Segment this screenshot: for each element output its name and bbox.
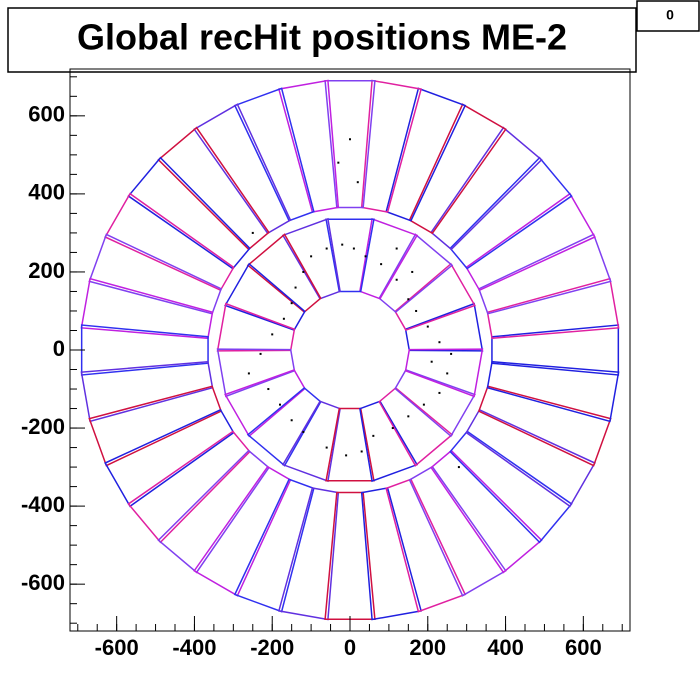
chamber [246, 386, 322, 467]
chamber [325, 407, 375, 482]
hit-point [294, 286, 297, 289]
chamber [404, 302, 484, 352]
y-tick-label: -400 [21, 492, 65, 517]
hit-point [251, 231, 254, 234]
chamber [216, 302, 296, 352]
chamber [465, 408, 596, 508]
chamber [394, 262, 476, 331]
hit-point [364, 255, 367, 258]
chamber [465, 192, 596, 292]
chamber [359, 400, 419, 483]
chamber [408, 465, 507, 597]
hit-point [450, 352, 453, 355]
plot-area [247, 138, 460, 469]
chamber [157, 449, 270, 574]
chamber [246, 233, 322, 314]
hit-point [395, 247, 398, 250]
hit-point [352, 247, 355, 250]
hit-point [391, 427, 394, 430]
hit-point [407, 415, 410, 418]
y-tick-label: 200 [28, 258, 65, 283]
hit-point [372, 434, 375, 437]
hit-point [415, 309, 418, 312]
y-tick-label: 600 [28, 102, 65, 127]
x-tick-label: 400 [487, 635, 524, 660]
hit-point [247, 372, 250, 375]
chamber [157, 126, 270, 251]
hit-point [411, 270, 414, 273]
hit-point [345, 454, 348, 457]
hit-point [290, 419, 293, 422]
stats-label: 0 [666, 7, 674, 23]
chamber [104, 408, 235, 508]
chamber [127, 430, 251, 544]
hit-point [290, 302, 293, 305]
hit-point [395, 278, 398, 281]
hit-point [407, 298, 410, 301]
hit-point [341, 243, 344, 246]
hit-point [279, 403, 281, 406]
chamber [449, 156, 573, 270]
stats-box [636, 0, 700, 32]
hit-point [337, 161, 340, 164]
chamber [224, 262, 306, 331]
hit-point [446, 372, 449, 375]
title-box [7, 7, 637, 73]
hit-point [438, 341, 441, 344]
x-tick-label: -400 [172, 635, 216, 660]
chamber [378, 386, 454, 467]
y-tick-label: -200 [21, 414, 65, 439]
hit-point [422, 403, 425, 406]
hit-point [349, 138, 351, 141]
plot-frame [69, 68, 631, 632]
y-tick-label: 400 [28, 180, 65, 205]
hit-point [325, 247, 328, 250]
x-tick-label: 200 [409, 635, 446, 660]
hit-point [360, 450, 363, 453]
x-tick-label: 0 [344, 635, 356, 660]
y-tick-label: 0 [53, 336, 65, 361]
chamber [486, 360, 620, 423]
hit-point [302, 270, 305, 273]
chamber [325, 218, 375, 293]
chamber [193, 465, 292, 597]
hit-point [457, 466, 460, 469]
hit-point [325, 446, 328, 449]
chamber [430, 449, 543, 574]
chamber [394, 369, 476, 438]
chamber [281, 217, 341, 300]
chamber [430, 126, 543, 251]
chamber [408, 103, 507, 235]
chamber-outlines [80, 79, 620, 621]
chamber [193, 103, 292, 235]
x-tick-label: 600 [565, 635, 602, 660]
hit-point [356, 181, 359, 184]
hit-point [430, 360, 433, 363]
chamber [404, 348, 484, 398]
chamber [127, 156, 251, 270]
chamber [104, 192, 235, 292]
chamber [359, 217, 419, 300]
hit-point [259, 352, 262, 355]
chamber [449, 430, 573, 544]
x-tick-label: -200 [250, 635, 294, 660]
chart-title: Global recHit positions ME-2 [77, 17, 567, 58]
y-tick-label: -600 [21, 570, 65, 595]
chamber [216, 348, 296, 398]
chamber [281, 400, 341, 483]
hit-point [267, 388, 270, 391]
chamber [224, 369, 306, 438]
hit-point [310, 255, 313, 258]
hit-point [271, 333, 274, 336]
hit-point [380, 263, 383, 266]
hit-point [438, 391, 441, 394]
chamber [378, 233, 454, 314]
x-tick-label: -600 [95, 635, 139, 660]
hit-point [426, 325, 429, 328]
hit-point [282, 317, 285, 320]
hit-point [302, 430, 305, 433]
